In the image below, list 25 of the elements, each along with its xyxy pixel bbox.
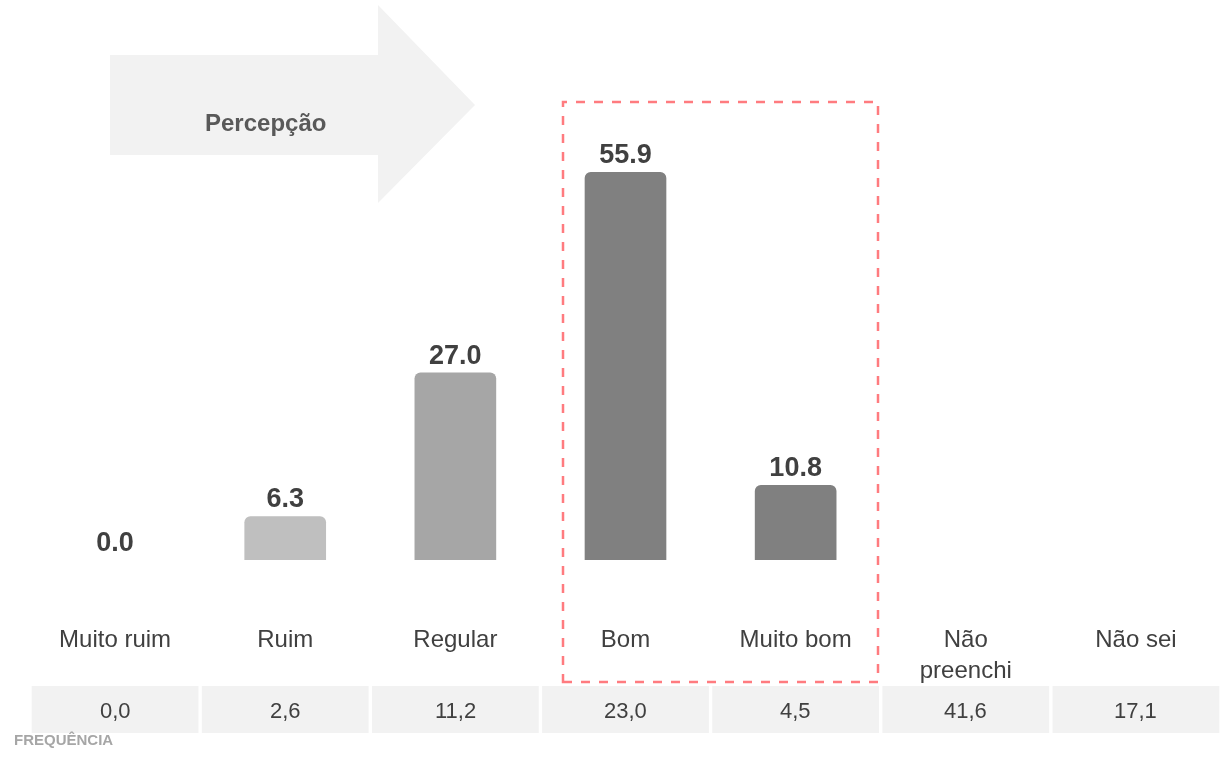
text: 23,0 (604, 698, 647, 723)
data-label: 55.9 (599, 139, 652, 169)
x-tick-label: Regular (413, 625, 498, 652)
data-label: 10.8 (769, 452, 822, 483)
text: 4,5 (780, 698, 811, 723)
bar (754, 485, 837, 560)
x-tick-label: Não sei (1095, 625, 1177, 652)
text: 2,6 (270, 698, 301, 723)
x-tick-label: Ruim (257, 625, 314, 652)
text: 41,6 (944, 698, 987, 723)
text: 17,1 (1114, 698, 1157, 723)
x-tick-label: Muito bom (739, 625, 852, 652)
text: FREQUÊNCIA (14, 731, 114, 748)
bar (414, 372, 497, 560)
x-tick-label: Muito ruim (59, 625, 172, 652)
data-label: 27.0 (429, 339, 482, 370)
text: 0,0 (100, 698, 131, 723)
text: 11,2 (435, 698, 477, 723)
bar (584, 172, 667, 560)
x-tick-label: Não preenchi (919, 625, 1012, 684)
text: Percepção (205, 109, 327, 136)
data-label: 0.0 (96, 527, 134, 557)
data-label: 6.3 (266, 483, 304, 514)
bar (244, 516, 327, 560)
x-tick-label: Bom (600, 625, 651, 652)
